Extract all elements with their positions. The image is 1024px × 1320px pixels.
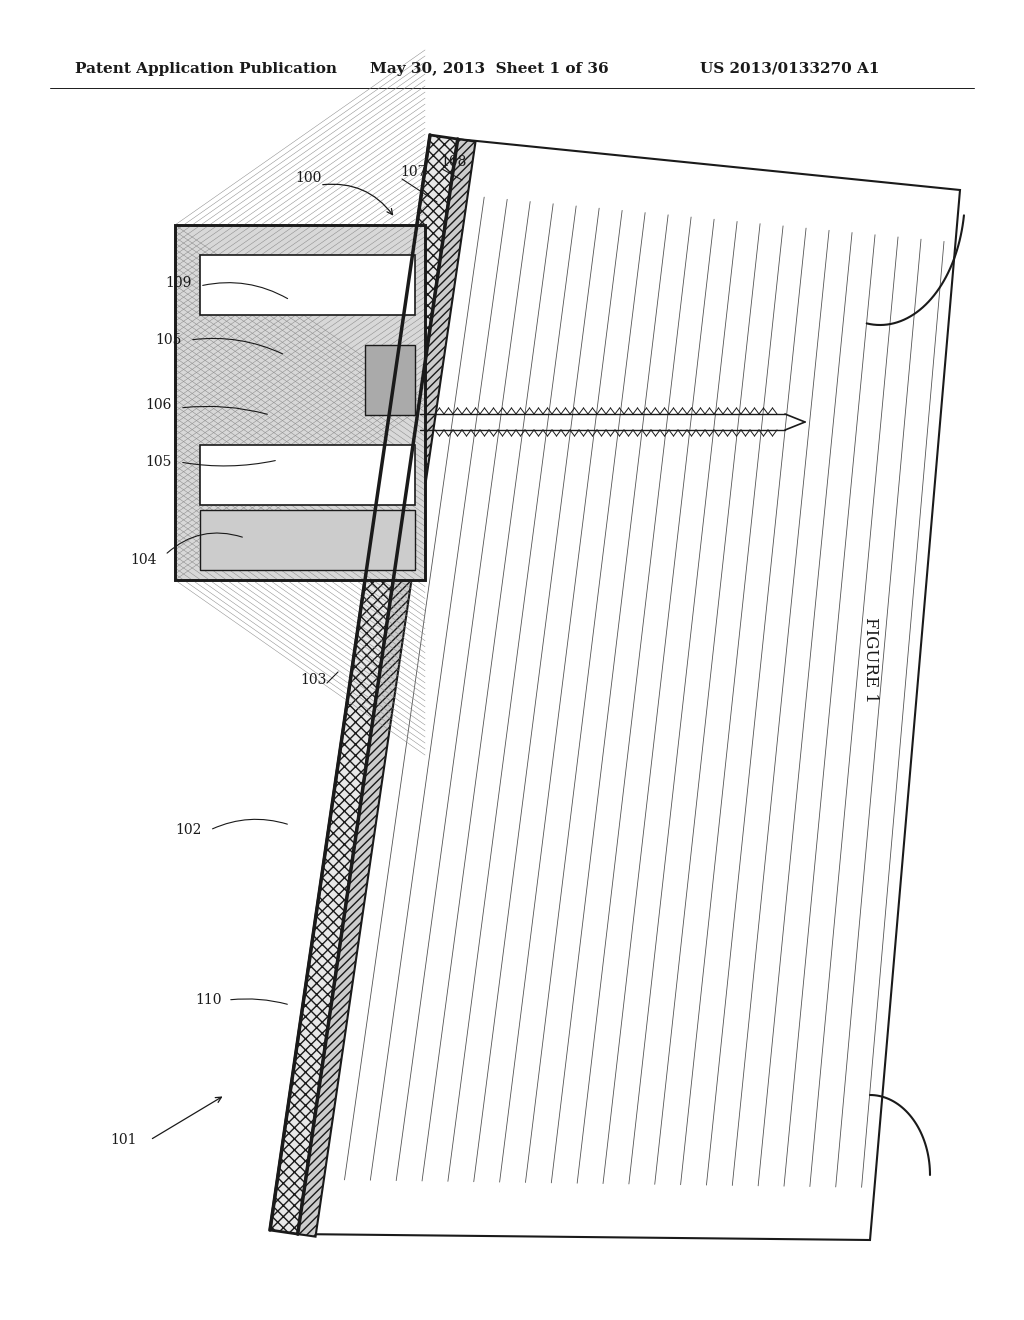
Text: 102: 102 [175, 822, 202, 837]
Text: 101: 101 [110, 1133, 136, 1147]
Text: May 30, 2013  Sheet 1 of 36: May 30, 2013 Sheet 1 of 36 [370, 62, 608, 77]
Text: FIGURE 1: FIGURE 1 [861, 616, 879, 704]
Text: 105: 105 [145, 455, 171, 469]
Text: 110: 110 [195, 993, 221, 1007]
Polygon shape [270, 135, 458, 1234]
Text: 107: 107 [400, 165, 427, 180]
Text: Patent Application Publication: Patent Application Publication [75, 62, 337, 77]
Polygon shape [298, 139, 961, 1239]
FancyArrowPatch shape [167, 533, 243, 553]
Text: US 2013/0133270 A1: US 2013/0133270 A1 [700, 62, 880, 77]
Polygon shape [200, 445, 415, 506]
FancyArrowPatch shape [203, 282, 288, 298]
Text: 104: 104 [130, 553, 157, 568]
Polygon shape [200, 255, 415, 315]
Text: 100: 100 [295, 172, 322, 185]
Text: 105: 105 [155, 333, 181, 347]
Polygon shape [200, 510, 415, 570]
FancyArrowPatch shape [182, 461, 275, 466]
Text: 108: 108 [440, 154, 466, 169]
Polygon shape [365, 345, 415, 414]
FancyArrowPatch shape [193, 338, 283, 354]
FancyArrowPatch shape [182, 407, 267, 414]
Text: 103: 103 [300, 673, 327, 686]
Polygon shape [298, 139, 475, 1237]
FancyArrowPatch shape [213, 820, 288, 829]
Polygon shape [175, 224, 425, 579]
FancyArrowPatch shape [327, 672, 338, 682]
FancyArrowPatch shape [230, 999, 288, 1005]
Text: 106: 106 [145, 399, 171, 412]
Text: 109: 109 [165, 276, 191, 290]
FancyArrowPatch shape [323, 185, 392, 215]
